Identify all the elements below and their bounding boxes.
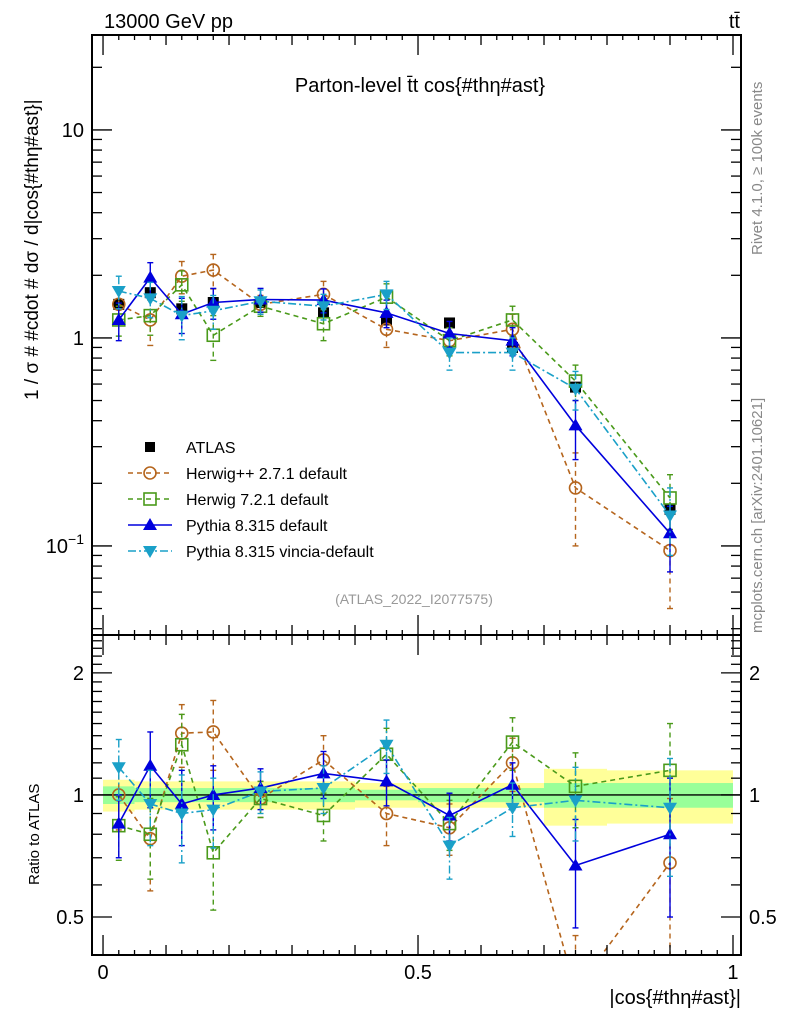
series-1 bbox=[111, 270, 677, 531]
data-point bbox=[442, 326, 457, 339]
data-point bbox=[570, 984, 582, 996]
data-point bbox=[206, 787, 221, 800]
series-3 bbox=[111, 275, 678, 557]
ratio-series-line bbox=[118, 741, 671, 855]
data-point bbox=[206, 725, 221, 739]
data-point bbox=[111, 312, 126, 325]
data-point bbox=[111, 762, 126, 775]
data-point bbox=[568, 858, 583, 871]
data-point bbox=[379, 806, 394, 821]
data-point bbox=[568, 481, 583, 495]
series-layer bbox=[111, 253, 678, 996]
data-point bbox=[253, 296, 268, 309]
data-point bbox=[111, 286, 126, 299]
data-point bbox=[663, 802, 678, 815]
analysis-tag: (ATLAS_2022_I2077575) bbox=[335, 591, 493, 607]
data-point bbox=[174, 278, 189, 292]
x-tick-label: 0 bbox=[97, 962, 108, 984]
data-point bbox=[206, 804, 221, 817]
legend-entry: Pythia 8.315 default bbox=[128, 518, 328, 535]
data-point bbox=[505, 802, 520, 815]
data-point bbox=[174, 737, 189, 752]
data-point bbox=[568, 779, 583, 794]
legend-label: Herwig++ 2.7.1 default bbox=[186, 466, 348, 483]
data-point bbox=[505, 735, 520, 749]
legend-label: Pythia 8.315 default bbox=[186, 518, 328, 535]
x-tick-label: 0.5 bbox=[404, 962, 432, 984]
data-point bbox=[206, 305, 221, 318]
legend-label: Herwig 7.2.1 default bbox=[186, 492, 329, 509]
y-tick-label: 1 bbox=[73, 328, 84, 350]
legend-label: Pythia 8.315 vincia-default bbox=[186, 544, 374, 561]
ratio-series-2 bbox=[111, 731, 678, 929]
data-point bbox=[442, 840, 457, 853]
data-point bbox=[663, 510, 678, 523]
x-tick-label: 1 bbox=[727, 962, 738, 984]
data-point bbox=[505, 313, 520, 327]
legend-entry: Herwig 7.2.1 default bbox=[128, 492, 329, 509]
data-point bbox=[143, 798, 158, 811]
legend-entry: Pythia 8.315 vincia-default bbox=[128, 544, 374, 561]
y-tick-exponent: −1 bbox=[68, 531, 84, 547]
data-point bbox=[143, 270, 158, 283]
ratio-y-axis-title: Ratio to ATLAS bbox=[26, 784, 43, 885]
data-point bbox=[442, 347, 457, 360]
chart-title: Parton-level t̄t cos{#thη#ast} bbox=[295, 75, 545, 97]
data-point bbox=[174, 310, 189, 323]
data-point bbox=[206, 263, 221, 277]
data-point bbox=[111, 816, 126, 829]
ratio-y-tick-label-right: 1 bbox=[749, 785, 760, 807]
ratio-y-tick-label-right: 2 bbox=[749, 663, 760, 685]
legend-entry: Herwig++ 2.7.1 default bbox=[128, 466, 348, 483]
ratio-y-tick-label: 2 bbox=[73, 663, 84, 685]
header-process: tt̄ bbox=[729, 11, 741, 33]
data-point bbox=[253, 786, 268, 799]
data-point bbox=[379, 289, 394, 302]
y-tick-label: 10−1 bbox=[46, 531, 84, 558]
y-tick-base: 10 bbox=[46, 536, 68, 558]
header-energy: 13000 GeV pp bbox=[104, 11, 233, 33]
ratio-panel-plot bbox=[111, 699, 678, 996]
data-point bbox=[143, 546, 157, 558]
data-point bbox=[143, 492, 157, 506]
ratio-series-3 bbox=[111, 719, 678, 880]
x-axis-title: |cos{#thη#ast}| bbox=[609, 987, 741, 1009]
ratio-y-tick-label: 0.5 bbox=[56, 907, 84, 929]
ratio-y-tick-label-right: 0.5 bbox=[749, 907, 777, 929]
legend-entry: ATLAS bbox=[145, 440, 236, 457]
data-point bbox=[316, 783, 331, 796]
data-point bbox=[143, 758, 158, 771]
data-point bbox=[568, 795, 583, 808]
main-panel-plot bbox=[111, 253, 678, 610]
rivet-version-label: Rivet 4.1.0, ≥ 100k events bbox=[749, 82, 766, 255]
data-point bbox=[379, 739, 394, 752]
data-point bbox=[143, 518, 157, 530]
data-point bbox=[505, 347, 520, 360]
data-point bbox=[316, 301, 331, 314]
data-point bbox=[663, 827, 678, 840]
y-tick-label: 10 bbox=[62, 120, 84, 142]
data-point bbox=[379, 305, 394, 318]
data-point bbox=[568, 383, 583, 396]
data-point bbox=[379, 774, 394, 787]
data-point bbox=[442, 808, 457, 821]
ratio-y-tick-label: 1 bbox=[73, 785, 84, 807]
legend-label: ATLAS bbox=[186, 440, 236, 457]
data-point bbox=[568, 418, 583, 431]
legend-marker bbox=[145, 442, 155, 452]
data-point bbox=[174, 808, 189, 821]
series-line bbox=[118, 283, 671, 499]
data-point bbox=[143, 293, 158, 306]
ratio-series-0 bbox=[111, 699, 677, 996]
data-point bbox=[143, 466, 157, 480]
mcplots-source-label: mcplots.cern.ch [arXiv:2401.10621] bbox=[749, 398, 766, 633]
legend: ATLAS Herwig++ 2.7.1 default Herwig 7.2.1 … bbox=[128, 440, 374, 561]
y-axis-title: 1 / σ # #cdot # dσ / d|cos{#thη#ast}| bbox=[22, 99, 43, 400]
